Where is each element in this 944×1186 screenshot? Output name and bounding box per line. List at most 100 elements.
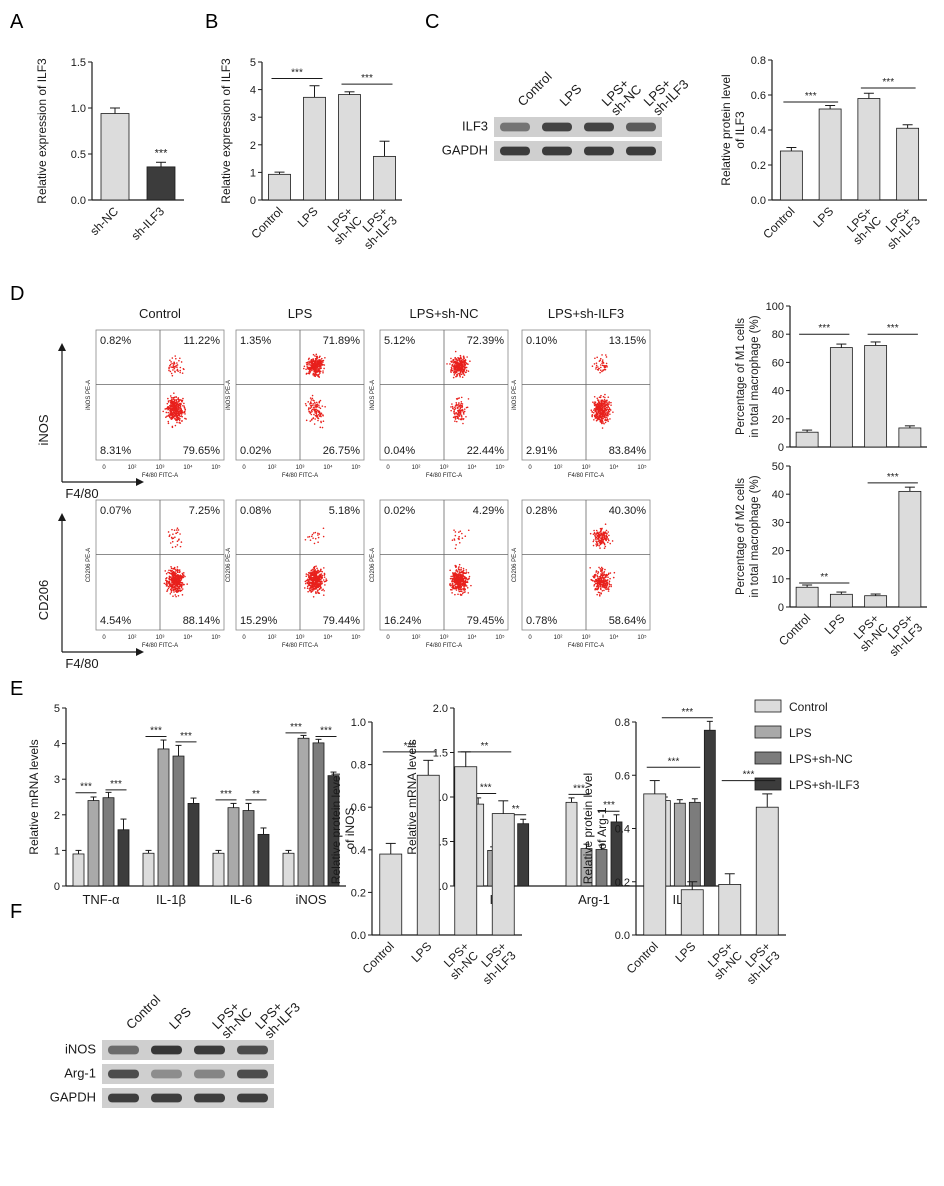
flow-event-dot bbox=[604, 414, 607, 417]
flow-event-dot bbox=[453, 580, 455, 583]
flow-x-tick: 10⁴ bbox=[467, 464, 477, 471]
flow-event-dot bbox=[313, 406, 315, 409]
flow-event-dot bbox=[184, 410, 186, 413]
flow-event-dot bbox=[313, 413, 315, 416]
flow-event-dot bbox=[451, 583, 454, 585]
flow-event-dot bbox=[174, 545, 177, 548]
blot-band bbox=[151, 1093, 182, 1103]
flow-event-dot bbox=[595, 579, 598, 581]
flow-event-dot bbox=[310, 590, 313, 593]
flow-event-dot bbox=[603, 398, 606, 401]
flow-event-dot bbox=[453, 410, 456, 412]
flow-event-dot bbox=[451, 539, 454, 541]
flow-event-dot bbox=[452, 407, 454, 410]
flow-event-dot bbox=[315, 574, 318, 576]
flow-event-dot bbox=[454, 583, 456, 586]
flow-event-dot bbox=[164, 570, 167, 572]
flow-event-dot bbox=[173, 411, 175, 414]
flow-event-dot bbox=[603, 401, 606, 404]
flow-event-dot bbox=[181, 399, 184, 402]
flow-event-dot bbox=[597, 399, 600, 402]
flow-event-dot bbox=[604, 582, 606, 585]
flow-event-dot bbox=[310, 585, 312, 587]
flow-event-dot bbox=[174, 406, 176, 409]
flow-event-dot bbox=[314, 355, 316, 357]
flow-event-dot bbox=[459, 362, 462, 365]
significance-marker: *** bbox=[404, 741, 416, 752]
bar bbox=[257, 833, 270, 887]
flow-event-dot bbox=[176, 540, 179, 543]
flow-event-dot bbox=[609, 542, 612, 545]
y-tick-label: 0.5 bbox=[71, 149, 86, 161]
flow-event-dot bbox=[166, 584, 168, 587]
flow-event-dot bbox=[470, 584, 472, 587]
flow-x-tick: 10⁵ bbox=[351, 634, 361, 641]
flow-event-dot bbox=[595, 582, 597, 584]
flow-event-dot bbox=[309, 572, 311, 575]
flow-event-dot bbox=[454, 593, 456, 596]
blot-membrane bbox=[494, 117, 662, 137]
flow-event-dot bbox=[467, 370, 470, 372]
flow-event-dot bbox=[165, 411, 168, 414]
flow-event-dot bbox=[320, 578, 322, 581]
flow-event-dot bbox=[175, 419, 177, 421]
flow-event-dot bbox=[166, 580, 168, 582]
flow-event-dot bbox=[459, 372, 462, 374]
flow-event-dot bbox=[608, 403, 610, 406]
flow-event-dot bbox=[314, 357, 317, 360]
flow-event-dot bbox=[176, 566, 179, 568]
flow-event-dot bbox=[602, 395, 605, 398]
flow-event-dot bbox=[171, 405, 173, 408]
flow-event-dot bbox=[315, 572, 318, 575]
flow-event-dot bbox=[600, 532, 603, 535]
chart-a-ilf3-knockdown: 0.0 0.5 1.0 1.5 Relative expression of ILF3 s… bbox=[35, 57, 184, 243]
flow-event-dot bbox=[465, 569, 468, 571]
blot-membrane bbox=[102, 1064, 274, 1084]
flow-event-dot bbox=[307, 358, 310, 360]
flow-event-dot bbox=[459, 370, 462, 373]
flow-event-dot bbox=[314, 370, 317, 372]
panel-label-d: D bbox=[10, 283, 24, 305]
flow-event-dot bbox=[600, 588, 602, 591]
flow-event-dot bbox=[305, 368, 307, 371]
flow-event-dot bbox=[459, 375, 461, 378]
significance-marker: *** bbox=[603, 800, 615, 811]
arrow-head-right-icon bbox=[136, 478, 144, 486]
flow-event-dot bbox=[318, 533, 321, 535]
flow-event-dot bbox=[456, 398, 458, 400]
flow-x-tick: 10² bbox=[268, 635, 277, 641]
bar bbox=[898, 490, 922, 608]
flow-event-dot bbox=[457, 593, 459, 596]
flow-event-dot bbox=[465, 369, 468, 372]
flow-event-dot bbox=[604, 365, 607, 367]
flow-event-dot bbox=[595, 364, 598, 367]
flow-event-dot bbox=[460, 588, 463, 591]
flow-event-dot bbox=[170, 407, 173, 409]
flow-event-dot bbox=[316, 404, 319, 406]
flow-event-dot bbox=[172, 589, 175, 592]
blot-band bbox=[500, 122, 530, 132]
flow-event-dot bbox=[463, 374, 466, 376]
flow-event-dot bbox=[305, 575, 308, 578]
flow-event-dot bbox=[606, 413, 609, 416]
flow-event-dot bbox=[592, 411, 595, 414]
flow-event-dot bbox=[170, 372, 173, 375]
flow-event-dot bbox=[599, 396, 602, 399]
flow-event-dot bbox=[469, 360, 471, 363]
flow-event-dot bbox=[597, 413, 599, 415]
flow-event-dot bbox=[178, 402, 181, 405]
flow-x-tick: 10⁵ bbox=[351, 464, 361, 471]
chart-f-inos-protein: 0.0 0.2 0.4 0.6 0.8 1.0 Relative protein level… bbox=[329, 717, 522, 987]
flow-event-dot bbox=[310, 577, 313, 579]
flow-event-dot bbox=[311, 365, 313, 368]
blot-band bbox=[194, 1093, 225, 1103]
flow-event-dot bbox=[596, 408, 598, 411]
y-tick-label: 0.2 bbox=[615, 877, 630, 889]
flow-event-dot bbox=[450, 357, 452, 360]
flow-event-dot bbox=[606, 419, 608, 421]
flow-event-dot bbox=[316, 575, 318, 578]
y-axis-title: Percentage of M2 cells in total macrophag… bbox=[735, 475, 761, 597]
flow-event-dot bbox=[604, 532, 606, 535]
x-tick-label: LPS+sh-ILF3 bbox=[471, 939, 519, 987]
flow-event-dot bbox=[460, 593, 463, 596]
